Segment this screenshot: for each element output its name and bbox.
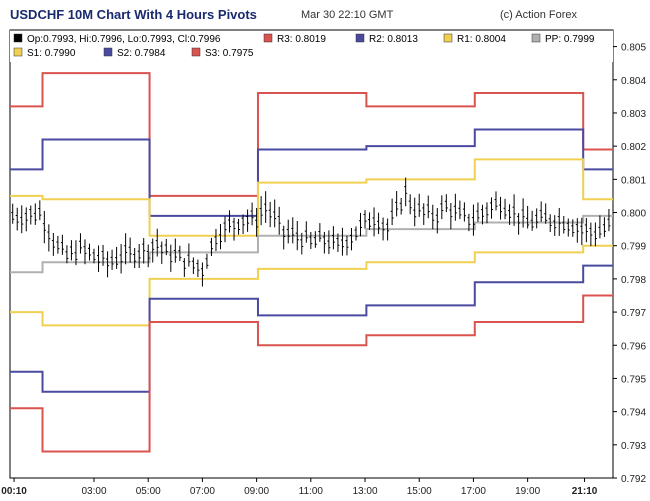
y-tick-label: 0.796 xyxy=(621,341,646,352)
legend-label-r1: R1: 0.8004 xyxy=(457,34,506,45)
pivot-line-r3 xyxy=(10,72,613,197)
chart-title: USDCHF 10M Chart With 4 Hours Pivots xyxy=(10,7,257,22)
y-tick-label: 0.802 xyxy=(621,142,646,153)
legend-swatch-s3 xyxy=(191,47,201,57)
legend-label-r3: R3: 0.8019 xyxy=(277,34,326,45)
pivot-line-r2 xyxy=(10,128,613,217)
legend-swatch-r3 xyxy=(263,33,273,43)
x-tick-label: 05:00 xyxy=(136,486,161,497)
pivot-line-s1 xyxy=(10,244,613,327)
x-tick-label: 13:00 xyxy=(353,486,378,497)
legend-label-s3: S3: 0.7975 xyxy=(205,48,254,59)
pivot-line-pp xyxy=(10,214,613,274)
pivot-line-s3 xyxy=(10,294,613,453)
y-tick-label: 0.800 xyxy=(621,209,646,220)
legend-swatch-r1 xyxy=(443,33,453,43)
x-tick-label: 03:00 xyxy=(81,486,106,497)
x-tick-label: 17:00 xyxy=(461,486,486,497)
legend-label-r2: R2: 0.8013 xyxy=(369,34,418,45)
y-tick-label: 0.793 xyxy=(621,441,646,452)
y-tick-label: 0.792 xyxy=(621,474,646,485)
legend-swatch-r2 xyxy=(355,33,365,43)
x-tick-label: 21:10 xyxy=(572,486,598,497)
chart-timestamp: Mar 30 22:10 GMT xyxy=(301,9,394,21)
y-tick-label: 0.803 xyxy=(621,109,646,120)
x-tick-label: 15:00 xyxy=(407,486,432,497)
x-tick-label: 09:00 xyxy=(244,486,269,497)
pivot-line-r1 xyxy=(10,158,613,237)
legend-swatch-s2 xyxy=(103,47,113,57)
y-tick-label: 0.804 xyxy=(621,76,646,87)
legend-background xyxy=(10,30,613,62)
x-tick-label: 00:10 xyxy=(1,486,27,497)
legend-swatch-s1 xyxy=(13,47,23,57)
x-tick-label: 19:00 xyxy=(515,486,540,497)
chart-header: USDCHF 10M Chart With 4 Hours Pivots Mar… xyxy=(0,0,650,30)
legend-label-s1: S1: 0.7990 xyxy=(27,48,76,59)
legend-swatch-pp xyxy=(531,33,541,43)
y-tick-label: 0.795 xyxy=(621,374,646,385)
y-tick-label: 0.798 xyxy=(621,275,646,286)
legend-label-ohlc: Op:0.7993, Hi:0.7996, Lo:0.7993, Cl:0.79… xyxy=(27,34,221,45)
y-tick-label: 0.794 xyxy=(621,408,646,419)
plot-area xyxy=(9,29,614,479)
legend-label-pp: PP: 0.7999 xyxy=(545,34,595,45)
y-tick-label: 0.805 xyxy=(621,43,646,54)
y-tick-label: 0.801 xyxy=(621,175,646,186)
legend-label-s2: S2: 0.7984 xyxy=(117,48,166,59)
price-bars xyxy=(11,177,611,287)
x-tick-label: 07:00 xyxy=(190,486,215,497)
legend-swatch-ohlc xyxy=(13,33,23,43)
chart-credit: (c) Action Forex xyxy=(500,9,578,21)
y-tick-label: 0.799 xyxy=(621,242,646,253)
pivot-line-s2 xyxy=(10,264,613,393)
y-tick-label: 0.797 xyxy=(621,308,646,319)
x-tick-label: 11:00 xyxy=(299,486,324,497)
